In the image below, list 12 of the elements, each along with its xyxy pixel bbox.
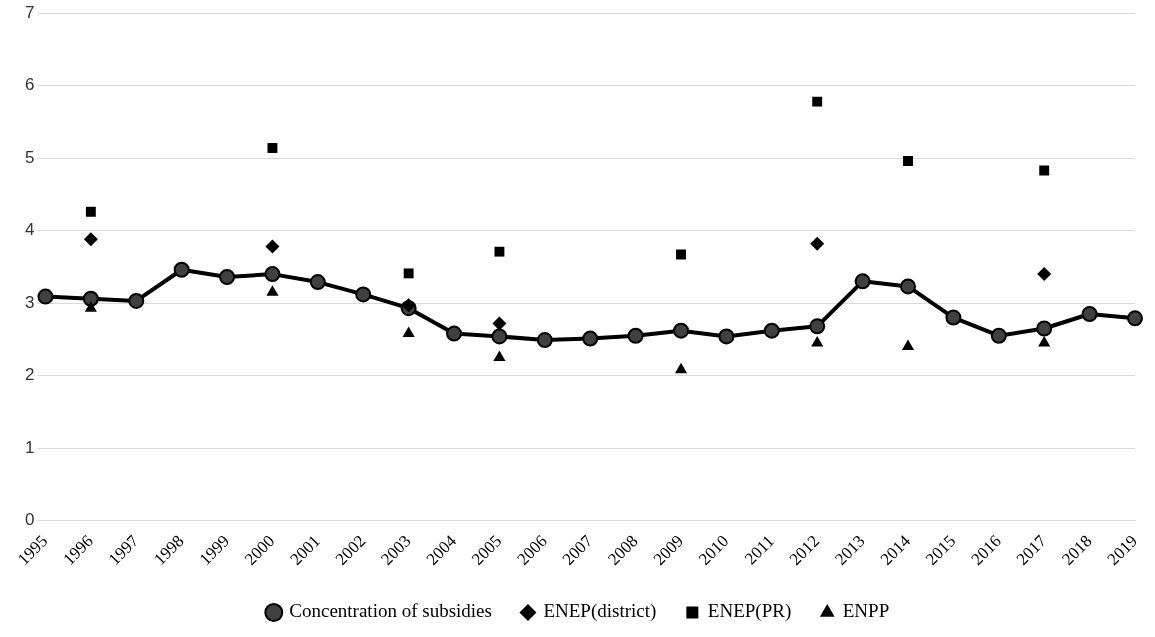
y-tick-label: 1 [24,437,35,457]
y-tick-label: 4 [24,220,35,240]
y-tick-label: 7 [24,2,35,22]
y-tick-label: 6 [24,75,35,95]
y-tick-label: 2 [24,365,35,385]
y-tick-label: 5 [24,147,35,167]
y-tick-label: 0 [24,510,35,530]
legend-label: Concentration of subsidies [289,600,492,622]
y-tick-label: 3 [24,292,35,312]
legend-label: ENPP [842,600,890,622]
legend-label: ENEP(district) [543,600,657,623]
legend-label: ENEP(PR) [707,600,792,623]
